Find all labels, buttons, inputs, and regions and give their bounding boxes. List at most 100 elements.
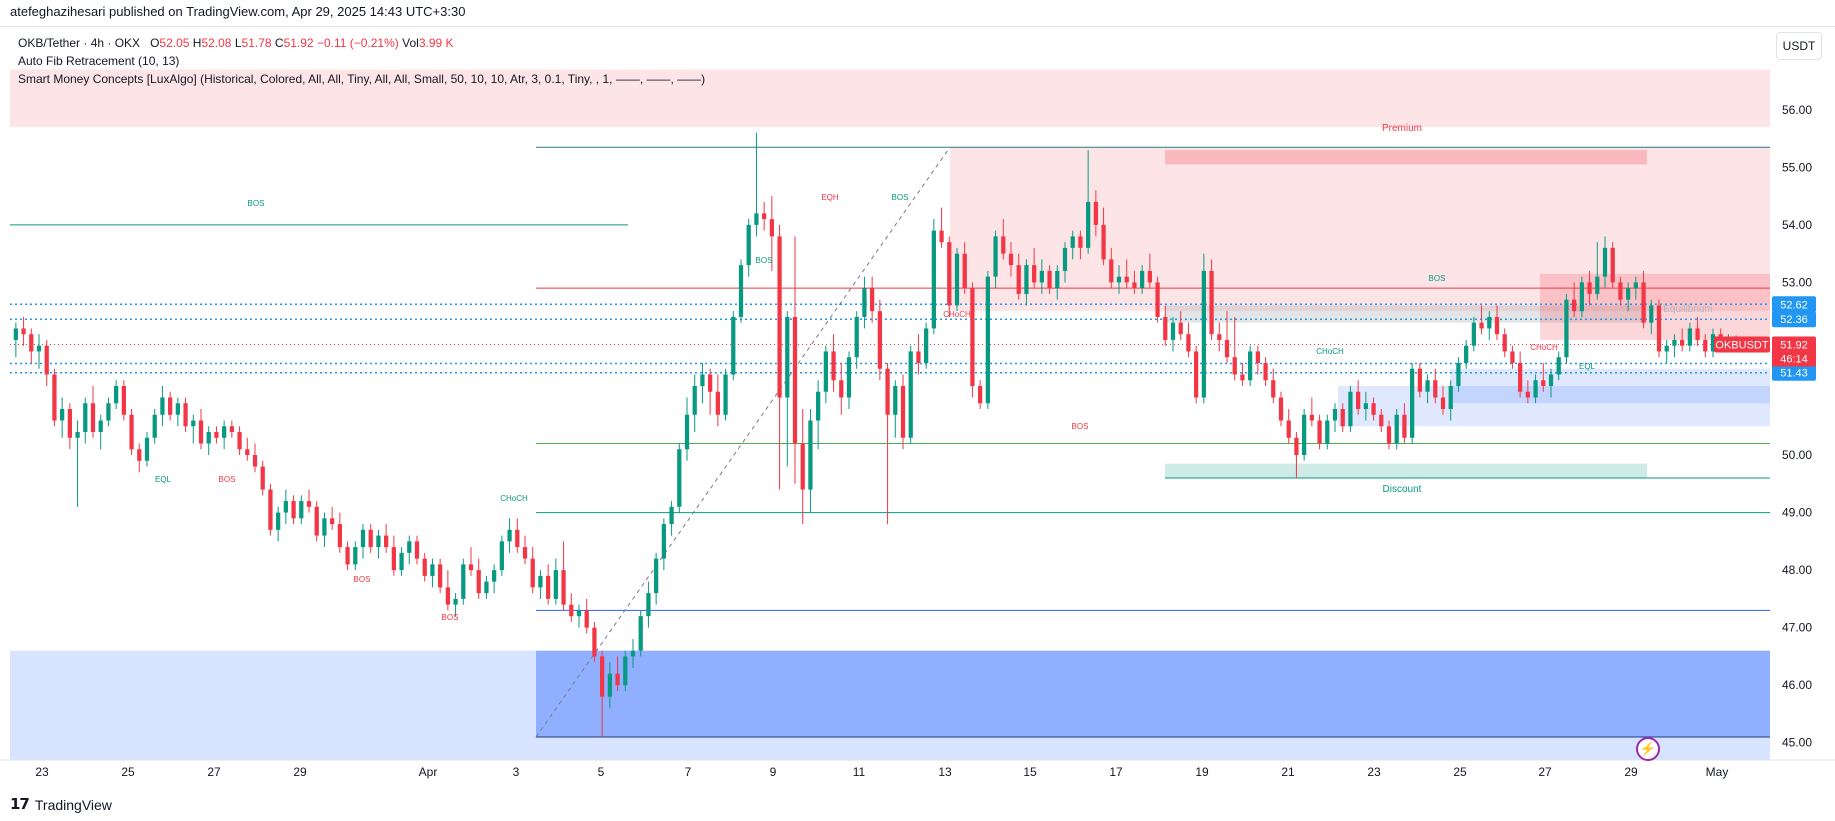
x-tick-label: 9 <box>770 765 777 779</box>
candle <box>1348 385 1353 433</box>
high-label: H <box>192 36 202 50</box>
candle <box>1510 345 1515 369</box>
candle-body <box>1286 420 1291 438</box>
candle-body <box>1379 414 1384 427</box>
candle <box>1533 374 1538 404</box>
candle <box>877 299 882 381</box>
candle-body <box>314 506 319 536</box>
candle-body <box>1518 362 1523 392</box>
candle <box>1024 259 1029 306</box>
candle <box>900 374 906 450</box>
x-tick-label: 13 <box>938 765 952 779</box>
candle-body <box>908 351 913 438</box>
annotation-label: EQH <box>821 193 839 202</box>
candle-body <box>1093 201 1098 225</box>
candle <box>584 598 589 634</box>
x-tick-label: 17 <box>1109 765 1123 779</box>
candle <box>1155 276 1160 323</box>
candle-body <box>862 288 867 317</box>
x-tick-label: Apr <box>419 765 438 779</box>
candle-body <box>1032 265 1037 283</box>
candle-body <box>1510 351 1515 363</box>
brand-name: TradingView <box>34 797 112 813</box>
candle <box>1672 334 1677 358</box>
candle-body <box>21 328 26 335</box>
x-tick-label: 25 <box>1453 765 1467 779</box>
candle <box>306 489 312 513</box>
lightning-icon[interactable]: ⚡ <box>1636 737 1660 761</box>
candle-body <box>214 432 219 438</box>
candle-body <box>638 616 643 651</box>
candle-body <box>777 236 782 398</box>
annotation-label: Discount <box>1383 484 1422 495</box>
candle <box>754 132 759 237</box>
low-value: 51.78 <box>241 36 272 50</box>
candle <box>731 311 736 381</box>
candle-body <box>399 552 404 571</box>
candle-body <box>816 391 821 421</box>
candle-body <box>1494 316 1500 335</box>
candle-body <box>1471 322 1476 346</box>
candle-body <box>792 316 798 444</box>
candle-body <box>1448 385 1453 409</box>
candle <box>1248 345 1253 386</box>
candle <box>561 541 566 611</box>
candle <box>330 506 335 530</box>
x-tick-label: 27 <box>207 765 221 779</box>
candle-body <box>1672 339 1677 346</box>
candle-body <box>538 575 543 588</box>
y-tick-label: 54.00 <box>1782 218 1812 232</box>
candle <box>345 541 350 571</box>
candle <box>1618 276 1623 306</box>
candle-body <box>353 547 358 565</box>
candle <box>476 558 481 599</box>
candle <box>1008 242 1014 277</box>
x-tick-label: May <box>1706 765 1729 779</box>
candle <box>1178 311 1183 340</box>
candle-body <box>1140 270 1145 289</box>
candle-body <box>260 466 265 490</box>
candle-body <box>1348 391 1353 427</box>
candle <box>800 409 805 525</box>
candle <box>1703 334 1708 358</box>
candle <box>214 426 219 444</box>
y-tick-label: 56.00 <box>1782 103 1812 117</box>
candle <box>168 391 173 421</box>
x-tick-label: 27 <box>1538 765 1552 779</box>
candle <box>1695 316 1700 346</box>
candle-body <box>245 449 250 456</box>
candle-body <box>492 570 497 582</box>
candle <box>507 518 512 553</box>
candle <box>1394 409 1399 450</box>
candle-body <box>368 529 373 548</box>
candle-body <box>646 593 651 617</box>
candle <box>769 196 774 271</box>
indicator-fib[interactable]: Auto Fib Retracement (10, 13) <box>18 54 180 68</box>
candle <box>1371 397 1376 421</box>
candle-body <box>1394 414 1399 444</box>
candle-body <box>900 385 906 438</box>
candle <box>1356 380 1361 415</box>
candle-body <box>870 288 875 312</box>
candle <box>1548 368 1554 398</box>
currency-unit-button[interactable]: USDT <box>1776 32 1822 60</box>
candle-body <box>1209 270 1214 335</box>
candle-body <box>29 334 34 352</box>
open-label: O <box>150 36 160 50</box>
candle-body <box>1008 253 1014 266</box>
candle <box>630 639 636 668</box>
candle <box>198 409 204 450</box>
candle <box>1055 265 1060 300</box>
candle-body <box>1425 380 1430 392</box>
footer-brand[interactable]: 𝟭𝟳 TradingView <box>10 796 112 814</box>
candle-body <box>1433 380 1438 398</box>
annotation-label: BOS <box>1429 274 1446 283</box>
candle-body <box>607 673 612 697</box>
candle-body <box>684 414 690 450</box>
candle <box>252 443 258 473</box>
candle <box>870 276 875 323</box>
symbol-title[interactable]: OKB/Tether · 4h · OKX <box>18 36 141 50</box>
candle <box>29 328 34 363</box>
indicator-smc[interactable]: Smart Money Concepts [LuxAlgo] (Historic… <box>18 72 706 86</box>
